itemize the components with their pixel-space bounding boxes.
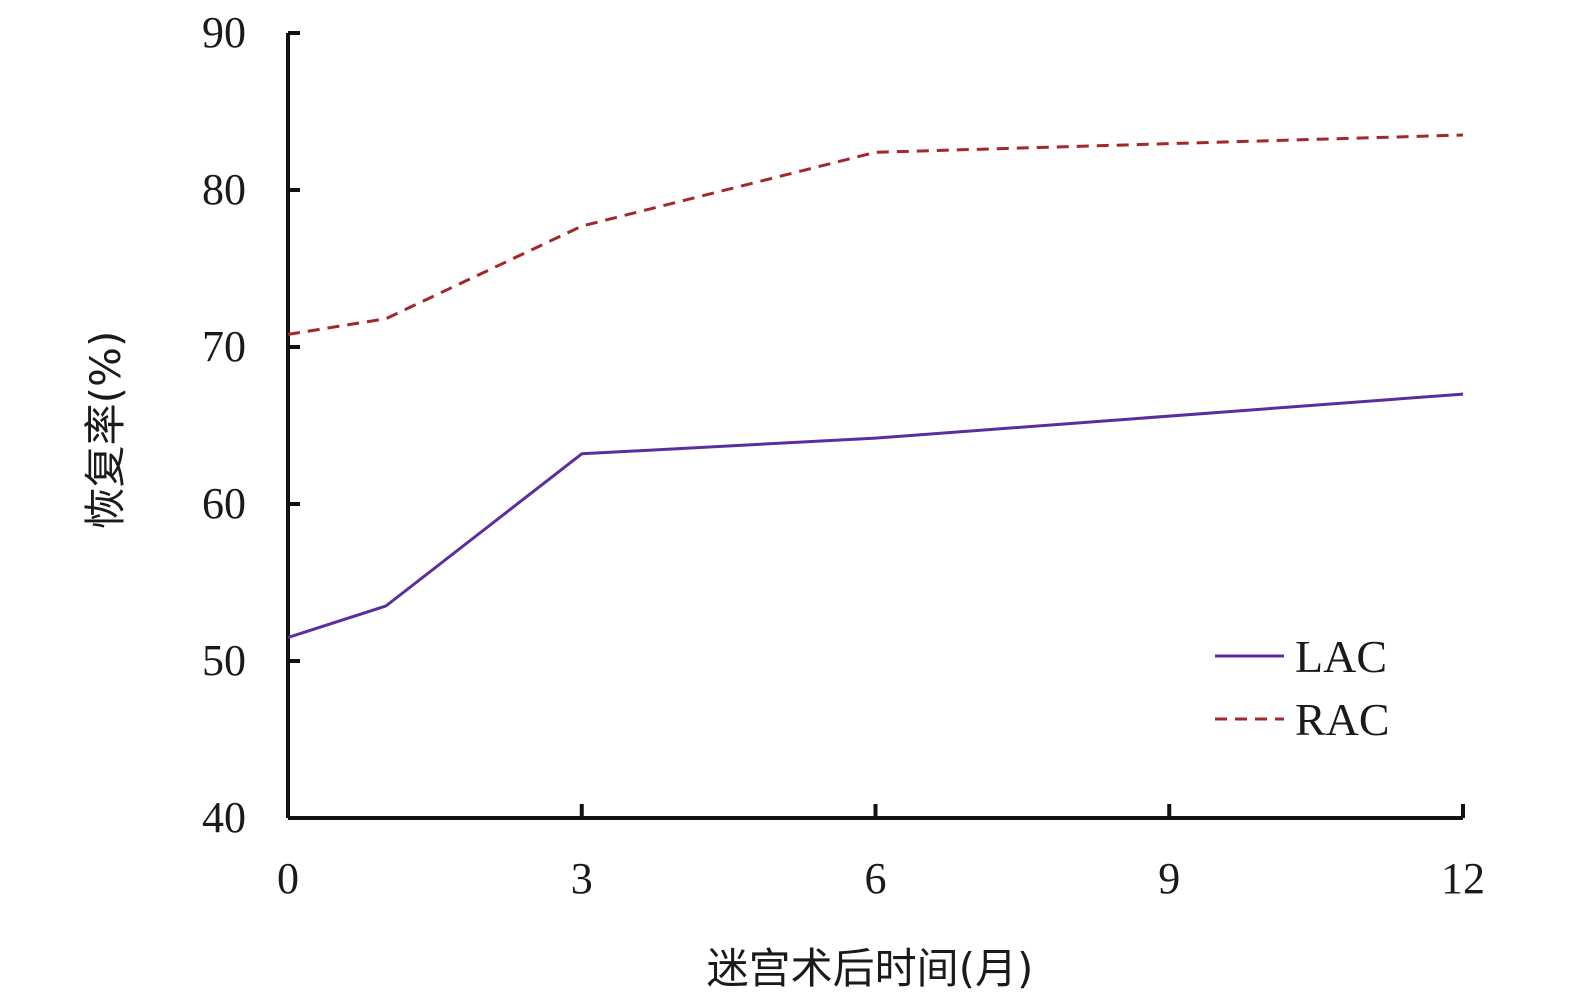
- y-axis-ticks: 40 50 60 70 80 90: [202, 8, 300, 842]
- y-tick-label: 90: [202, 8, 246, 57]
- series-layer: [287, 133, 1464, 639]
- x-axis-ticks: 0 3 6 9 12: [277, 804, 1485, 903]
- y-tick-label: 80: [202, 165, 246, 214]
- y-tick-label: 40: [202, 793, 246, 842]
- x-tick-label: 12: [1441, 854, 1485, 903]
- x-axis-title: 迷宫术后时间(月): [707, 944, 1034, 993]
- y-tick-label: 50: [202, 636, 246, 685]
- y-axis-title: 恢复率(%): [81, 331, 130, 530]
- legend-label-rac: RAC: [1295, 694, 1390, 745]
- x-tick-label: 3: [571, 854, 593, 903]
- x-tick-label: 0: [277, 854, 299, 903]
- series-line-lac: [287, 392, 1464, 639]
- legend: LAC RAC: [1215, 631, 1390, 745]
- axes: [286, 33, 1463, 820]
- y-tick-label: 60: [202, 479, 246, 528]
- legend-label-lac: LAC: [1295, 631, 1387, 682]
- x-tick-label: 6: [865, 854, 887, 903]
- y-tick-label: 70: [202, 322, 246, 371]
- series-line-rac: [287, 133, 1464, 336]
- x-tick-label: 9: [1158, 854, 1180, 903]
